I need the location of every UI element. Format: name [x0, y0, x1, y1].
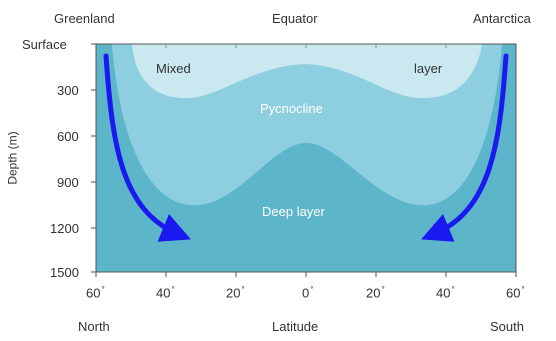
downwelling-arrow-right-icon	[421, 53, 509, 242]
x-tick-40s: 40°	[436, 285, 455, 301]
x-tick-60s: 60°	[506, 285, 525, 301]
y-tick-900: 900	[57, 175, 79, 190]
y-tick-1200: 1200	[50, 221, 79, 236]
mixed-layer-label-left: Mixed	[156, 61, 191, 76]
top-tick-marks	[165, 44, 447, 48]
deep-layer-region	[96, 44, 516, 272]
bottom-left-label: North	[78, 319, 110, 334]
deep-layer-label: Deep layer	[262, 204, 325, 219]
bottom-right-label: South	[490, 319, 524, 334]
y-tick-surface: Surface	[22, 37, 67, 52]
x-tick-40n: 40°	[156, 285, 175, 301]
x-tick-60n: 60°	[86, 285, 105, 301]
x-tick-0: 0°	[302, 285, 314, 301]
y-tick-300: 300	[57, 83, 79, 98]
header-right-label: Antarctica	[473, 11, 531, 26]
x-tick-marks	[95, 272, 517, 277]
header-center-label: Equator	[272, 11, 318, 26]
y-tick-600: 600	[57, 129, 79, 144]
bottom-center-label: Latitude	[272, 319, 319, 334]
y-tick-marks	[91, 43, 96, 273]
y-axis-label: Depth (m)	[5, 131, 20, 185]
y-tick-1500: 1500	[50, 265, 79, 280]
downwelling-arrow-left-icon	[103, 53, 191, 242]
x-tick-20n: 20°	[226, 285, 245, 301]
mixed-layer-label-right: layer	[414, 61, 443, 76]
mixed-layer-region	[132, 44, 482, 99]
header-left-label: Greenland	[54, 11, 115, 26]
x-tick-20s: 20°	[366, 285, 385, 301]
pycnocline-label: Pycnocline	[260, 101, 323, 116]
